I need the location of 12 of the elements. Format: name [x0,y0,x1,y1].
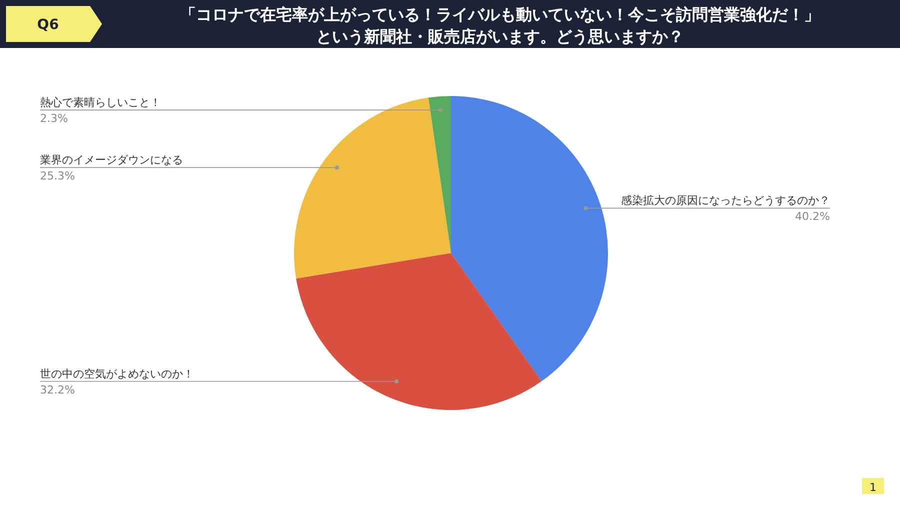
slice-label: 世の中の空気がよめないのか！ [40,367,194,380]
text: Q6 [37,17,59,33]
chart-subtitle: という新聞社・販売店がいます。どう思いますか？ [316,27,684,46]
slice-label: 業界のイメージダウンになる [40,154,183,167]
slice-label: 感染拡大の原因になったらどうするのか？ [621,194,830,208]
data-label: 32.2% [40,383,75,396]
chart-title: 「コロナで在宅率が上がっている！ライバルも動いていない！今こそ訪問営業強化だ！」 [180,5,820,24]
slice-label: 熱心で素晴らしいこと！ [40,96,161,110]
data-label: 40.2% [795,210,830,224]
text: 1 [870,481,876,494]
data-label: 2.3% [40,112,68,126]
data-label: 25.3% [40,170,75,183]
